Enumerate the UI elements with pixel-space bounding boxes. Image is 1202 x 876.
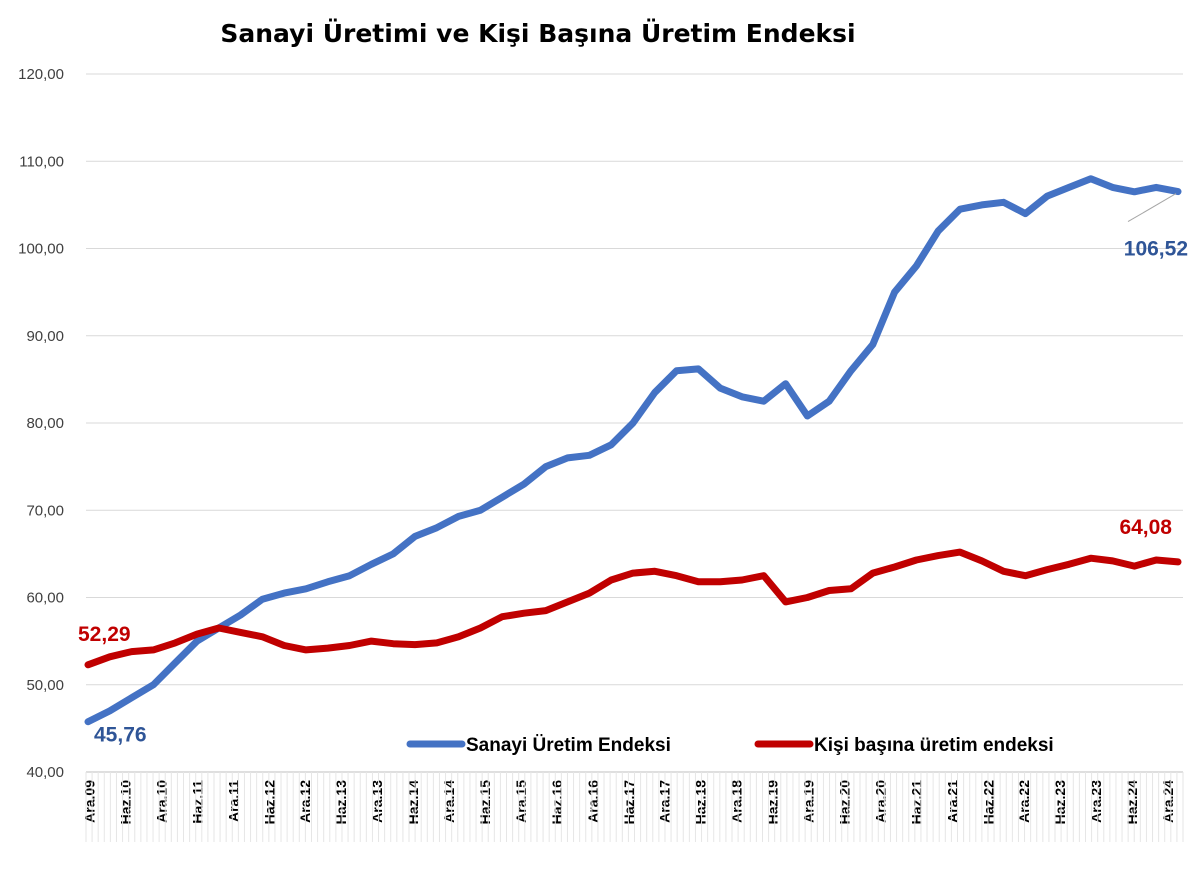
data-labels: 45,76 106,52 52,29 64,08 bbox=[78, 193, 1188, 747]
y-tick-label: 50,00 bbox=[26, 677, 64, 694]
x-tick-label: Ara.21 bbox=[944, 780, 960, 823]
data-label-leader bbox=[1127, 193, 1177, 223]
x-tick-label: Haz.24 bbox=[1124, 780, 1140, 825]
x-tick-label: Ara.20 bbox=[872, 780, 888, 823]
x-tick-label: Haz.20 bbox=[836, 780, 852, 825]
data-label: 45,76 bbox=[94, 724, 147, 747]
data-label: 106,52 bbox=[1124, 238, 1188, 261]
x-tick-label: Ara.13 bbox=[369, 780, 385, 823]
series-line-1 bbox=[84, 548, 1182, 669]
x-tick-label: Ara.10 bbox=[153, 780, 169, 823]
x-tick-label: Ara.18 bbox=[729, 780, 745, 823]
y-tick-label: 60,00 bbox=[26, 590, 64, 607]
data-label: 64,08 bbox=[1119, 516, 1172, 539]
x-tick-label: Ara.15 bbox=[513, 780, 529, 823]
x-tick-label: Ara.09 bbox=[82, 780, 98, 823]
x-tick-label: Haz.13 bbox=[333, 780, 349, 825]
y-tick-label: 40,00 bbox=[26, 764, 64, 781]
y-tick-label: 80,00 bbox=[26, 415, 64, 432]
x-tick-label: Haz.15 bbox=[477, 780, 493, 825]
y-tick-label: 110,00 bbox=[19, 153, 64, 170]
x-tick-label: Haz.11 bbox=[189, 780, 205, 824]
legend-label-kisi-basina: Kişi başına üretim endeksi bbox=[814, 735, 1054, 756]
x-tick-label: Haz.14 bbox=[405, 780, 421, 825]
x-tick-label: Haz.16 bbox=[549, 780, 565, 825]
x-tick-label: Haz.23 bbox=[1052, 780, 1068, 825]
y-tick-label: 120,00 bbox=[18, 66, 64, 83]
x-tick-label: Haz.18 bbox=[693, 780, 709, 825]
y-tick-label: 100,00 bbox=[18, 241, 64, 258]
x-tick-label: Haz.21 bbox=[908, 780, 924, 825]
legend: Sanayi Üretim Endeksi Kişi başına üretim… bbox=[406, 735, 1054, 756]
y-tick-label: 70,00 bbox=[26, 502, 64, 519]
legend-label-sanayi: Sanayi Üretim Endeksi bbox=[466, 735, 671, 756]
chart-title: Sanayi Üretimi ve Kişi Başına Üretim End… bbox=[220, 18, 855, 48]
x-tick-label: Ara.16 bbox=[585, 780, 601, 823]
x-tick-label: Ara.11 bbox=[225, 780, 241, 822]
series-lines bbox=[84, 175, 1182, 726]
y-tick-label: 90,00 bbox=[26, 328, 64, 345]
y-axis-ticks: 40,00 50,00 60,00 70,00 80,00 90,00 100,00 110,… bbox=[18, 66, 64, 781]
x-tick-label: Ara.19 bbox=[801, 780, 817, 823]
x-tick-label: Haz.19 bbox=[765, 780, 781, 825]
x-tick-label: Haz.10 bbox=[117, 780, 133, 825]
data-label: 52,29 bbox=[78, 623, 131, 646]
x-tick-label: Ara.23 bbox=[1088, 780, 1104, 823]
x-tick-label: Ara.24 bbox=[1160, 780, 1176, 823]
x-tick-label: Ara.14 bbox=[441, 780, 457, 823]
x-axis-ticks: Ara.09 Haz.10 Ara.10 Haz.11 Ara.11 Haz.12 Ara.… bbox=[82, 772, 1184, 842]
series-line-0 bbox=[84, 175, 1182, 726]
